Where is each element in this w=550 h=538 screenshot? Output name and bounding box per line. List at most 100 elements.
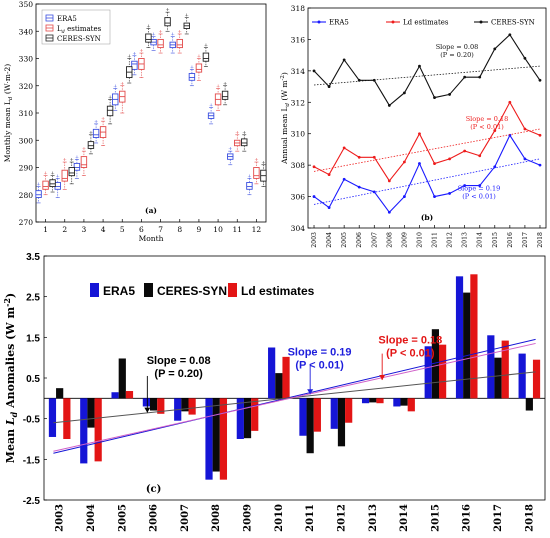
outlier-mark: + xyxy=(254,157,258,163)
outlier-mark: + xyxy=(190,64,194,70)
x-tick-label: 2015 xyxy=(492,232,499,248)
outlier-mark: + xyxy=(158,29,162,35)
x-tick-label: 2 xyxy=(62,225,67,234)
x-tick-label: 2013 xyxy=(462,232,469,248)
outlier-mark: + xyxy=(101,116,105,122)
slope-annotation: Slope = 0.18 xyxy=(466,115,509,123)
y-tick-label: 310 xyxy=(19,109,34,118)
y-label-text: Monthly mean L xyxy=(3,100,12,162)
panel-a-monthly-boxplot: 270 280 290 300 310 320 330 340 350 1 2 3 4 5 6 7 8 9 10 11… xyxy=(0,0,272,252)
x-tick-label: 8 xyxy=(177,225,182,234)
box-ERA5 xyxy=(73,162,81,171)
box-ERA5 xyxy=(246,182,253,190)
legend-label: CERES-SYN xyxy=(57,35,101,43)
point-ERA5 xyxy=(372,190,376,194)
point-Ld estimates xyxy=(312,165,316,169)
y-tick-label: 316 xyxy=(291,35,306,44)
box-ERA5 xyxy=(92,128,100,138)
outlier-mark: + xyxy=(242,130,246,136)
bar-CERES-SYN xyxy=(56,388,64,399)
bar-ERA5 xyxy=(80,398,88,464)
outlier-mark: + xyxy=(228,146,232,152)
point-CERES-SYN xyxy=(523,56,527,60)
bar-CERES-SYN xyxy=(337,398,346,447)
point-Ld estimates xyxy=(448,157,451,161)
y-tick-label: 2.5 xyxy=(26,293,40,304)
bar-Ld estimates xyxy=(251,398,259,431)
bar-Ld estimates xyxy=(94,398,102,462)
y-tick-label: 290 xyxy=(19,164,34,173)
point-ERA5 xyxy=(433,195,436,198)
legend-swatch xyxy=(144,283,153,297)
bar-CERES-SYN xyxy=(243,398,252,439)
y-label-sub: d xyxy=(285,102,291,106)
box-ERA5 xyxy=(131,60,138,70)
bar-CERES-SYN xyxy=(87,398,95,428)
p-annotation: (P < 0.01) xyxy=(386,347,435,359)
point-ERA5 xyxy=(448,192,451,195)
x-tick-label: 2011 xyxy=(432,232,439,248)
point-Ld estimates xyxy=(387,179,391,183)
y-label-text: Mean xyxy=(4,425,17,463)
x-tick-label: 2006 xyxy=(149,504,160,532)
outlier-mark: + xyxy=(63,157,67,163)
point-ERA5 xyxy=(493,165,497,169)
box-CERES-SYN xyxy=(68,167,75,177)
outlier-mark: + xyxy=(235,130,239,136)
legend-label: Ld estimates xyxy=(241,284,315,298)
legend-label: CERES-SYN xyxy=(157,284,227,298)
x-tick-label: 9 xyxy=(197,225,202,234)
trend-line-ERA5 xyxy=(53,338,536,454)
bar-Ld estimates xyxy=(532,359,541,399)
point-CERES-SYN xyxy=(433,96,436,99)
bar-Ld estimates xyxy=(63,398,71,439)
legend-label: ERA5 xyxy=(103,284,135,298)
y-label-end: ) xyxy=(4,293,17,298)
point-CERES-SYN xyxy=(403,91,406,95)
outlier-mark: + xyxy=(216,83,220,89)
point-Ld estimates xyxy=(538,133,542,137)
point-Ld estimates xyxy=(478,154,482,158)
point-ERA5 xyxy=(312,195,316,198)
bar-ERA5 xyxy=(48,398,57,437)
bar-ERA5 xyxy=(487,335,495,399)
x-tick-label: 4 xyxy=(101,225,106,234)
box-CERES-SYN xyxy=(49,179,56,188)
bar-Ld estimates xyxy=(282,356,290,399)
panel-c-anomaly-bars: -2.5 -1.5 -0.5 0.5 1.5 2.5 3.5 Mean Ld Anomalie… xyxy=(0,250,550,534)
y-axis-label: Mean Ld Anomalies (W m-2) xyxy=(2,293,19,463)
y-tick-label: 310 xyxy=(291,130,306,139)
point-Ld estimates xyxy=(327,173,331,176)
x-tick-label: 1 xyxy=(43,225,48,234)
point-CERES-SYN xyxy=(478,75,482,79)
y-tick-label: 270 xyxy=(19,218,34,227)
bar-CERES-SYN xyxy=(149,398,158,411)
bar-CERES-SYN xyxy=(494,357,502,399)
x-tick-label: 2003 xyxy=(311,232,318,248)
p-annotation: (P < 0.01) xyxy=(295,360,344,372)
x-axis-label: Month xyxy=(139,234,164,243)
y-tick-label: 300 xyxy=(19,136,34,145)
bar-ERA5 xyxy=(330,398,338,429)
y-tick-label: -1.5 xyxy=(23,455,41,466)
legend-swatch xyxy=(90,283,99,297)
point-Ld estimates xyxy=(372,155,376,159)
y-tick-label: 280 xyxy=(19,191,34,200)
y-tick-label: 350 xyxy=(19,0,34,9)
bar-Ld estimates xyxy=(345,398,353,423)
legend-sub: d xyxy=(62,29,65,35)
outlier-mark: + xyxy=(120,81,124,87)
p-annotation: (P < 0.01) xyxy=(470,123,504,131)
outlier-mark: + xyxy=(139,48,143,54)
y-tick-label: -2.5 xyxy=(23,496,41,507)
bar-Ld estimates xyxy=(501,340,509,399)
box-L_d estimates xyxy=(195,63,203,73)
outlier-mark: + xyxy=(50,171,54,177)
y-tick-label: -0.5 xyxy=(23,415,41,426)
point-ERA5 xyxy=(538,163,542,167)
point-ERA5 xyxy=(327,206,331,209)
x-tick-label: 5 xyxy=(120,225,125,234)
x-tick-label: 6 xyxy=(139,225,144,234)
chart-annual-mean-ld: 304 306 308 310 312 314 316 318 2003 2004 2005 2006… xyxy=(280,4,547,248)
trend-line-ERA5 xyxy=(313,158,541,205)
